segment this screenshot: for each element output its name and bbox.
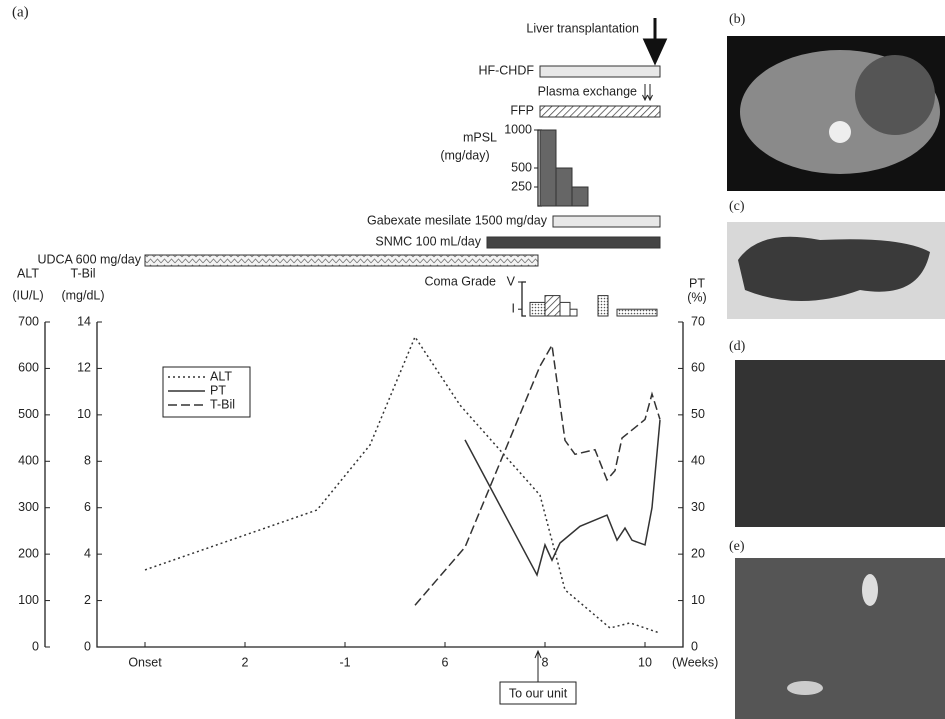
mpsl-bar (572, 187, 588, 206)
pt-tick-label: 60 (691, 361, 705, 375)
y3-title: T-Bil (71, 266, 96, 280)
x-tick-label: -1 (339, 655, 350, 669)
y-title: ALT (17, 266, 39, 280)
coma-bar (617, 309, 657, 316)
x-tick-label: 2 (242, 655, 249, 669)
mpsl-title: mPSL (463, 130, 497, 144)
x-tick-label: 10 (638, 655, 652, 669)
treatment-label: UDCA 600 mg/day (37, 252, 141, 266)
tbil-tick-label: 2 (84, 593, 91, 607)
treatment-label: FFP (510, 103, 534, 117)
coma-bar (570, 309, 577, 316)
panel-label: (c) (729, 199, 745, 214)
coma-bar (598, 296, 608, 316)
tbil-tick-label: 14 (77, 314, 91, 328)
pt-tick-label: 30 (691, 500, 705, 514)
pt-tick-label: 0 (691, 639, 698, 653)
treatment-bar (145, 255, 538, 266)
histology-image-e (735, 558, 945, 719)
transfer-arrow (535, 651, 541, 682)
panel-label: (d) (729, 339, 746, 354)
mpsl-bar (540, 130, 556, 206)
panel-label: (b) (729, 12, 746, 27)
alt-tick-label: 500 (18, 407, 39, 421)
alt-tick-label: 700 (18, 314, 39, 328)
tbil-tick-label: 4 (84, 546, 91, 560)
mpsl-tick-label: 1000 (504, 122, 532, 136)
treatment-label: SNMC 100 mL/day (375, 234, 481, 248)
y-unit: (IU/L) (12, 288, 43, 302)
treatment-bar (540, 66, 660, 77)
pt-tick-label: 20 (691, 546, 705, 560)
alt-tick-label: 200 (18, 546, 39, 560)
vessel (787, 681, 823, 695)
y3-unit: (mg/dL) (61, 288, 104, 302)
x-tick-label: 6 (442, 655, 449, 669)
coma-tick-label: I (512, 301, 515, 315)
mpsl-tick-label: 500 (511, 160, 532, 174)
treatment-bar (487, 237, 660, 248)
legend-label: T-Bil (210, 397, 235, 411)
tbil-tick-label: 0 (84, 639, 91, 653)
alt-tick-label: 0 (32, 639, 39, 653)
tbil-tick-label: 6 (84, 500, 91, 514)
coma-bar (530, 302, 545, 316)
alt-tick-label: 300 (18, 500, 39, 514)
plasma-exchange-arrow (643, 84, 648, 100)
alt-tick-label: 100 (18, 593, 39, 607)
ct-stomach (855, 55, 935, 135)
transplant-arrow (645, 18, 665, 62)
coma-bar (560, 302, 570, 316)
plasma-exchange-label: Plasma exchange (538, 84, 637, 98)
y2-unit: (%) (687, 290, 706, 304)
pt-tick-label: 40 (691, 454, 705, 468)
panel-label: (e) (729, 539, 745, 554)
treatment-bar (553, 216, 660, 227)
pt-tick-label: 70 (691, 314, 705, 328)
series-line (415, 345, 660, 605)
coma-bar (545, 296, 560, 316)
x-tick-label: Onset (128, 655, 162, 669)
legend-box (163, 367, 250, 417)
mpsl-bar (556, 168, 572, 206)
coma-axis (522, 282, 526, 316)
alt-tick-label: 600 (18, 361, 39, 375)
treatment-label: Gabexate mesilate 1500 mg/day (367, 213, 548, 227)
alt-tick-label: 400 (18, 454, 39, 468)
vessel (862, 574, 878, 606)
photos: (b) (c) (d) (e) (727, 12, 945, 719)
x-tick-label: 8 (542, 655, 549, 669)
pt-tick-label: 50 (691, 407, 705, 421)
tbil-tick-label: 10 (77, 407, 91, 421)
coma-title: Coma Grade (424, 274, 496, 288)
ct-spine (829, 121, 851, 143)
mpsl-tick-label: 250 (511, 179, 532, 193)
tbil-tick-label: 12 (77, 361, 91, 375)
y2-title: PT (689, 276, 705, 290)
histology-image-d (735, 360, 945, 527)
treatment-bar (540, 106, 660, 117)
plasma-exchange-arrow (648, 84, 653, 100)
transfer-label: To our unit (509, 686, 568, 700)
mpsl-unit: (mg/day) (440, 148, 489, 162)
panel-label: (a) (12, 4, 29, 20)
transplant-label: Liver transplantation (526, 21, 639, 35)
legend-label: PT (210, 383, 226, 397)
figure: (a) (b) (c) (d) (e) 01002003004005006007… (0, 0, 945, 719)
tbil-tick-label: 8 (84, 454, 91, 468)
treatment-label: HF-CHDF (478, 63, 534, 77)
x-title: (Weeks) (672, 655, 718, 669)
coma-tick-label: V (507, 274, 516, 288)
legend-label: ALT (210, 369, 232, 383)
pt-tick-label: 10 (691, 593, 705, 607)
